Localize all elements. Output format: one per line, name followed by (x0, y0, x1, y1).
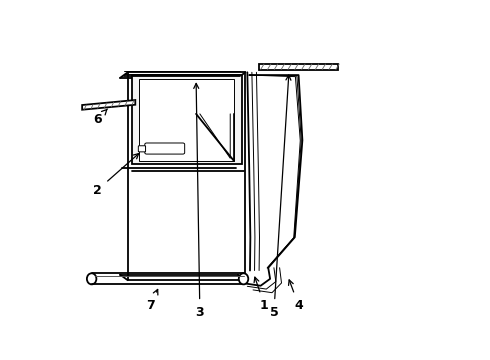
Polygon shape (82, 100, 135, 110)
Text: 2: 2 (93, 154, 139, 197)
Polygon shape (259, 64, 339, 69)
Text: 4: 4 (289, 280, 303, 312)
Polygon shape (128, 72, 245, 280)
Polygon shape (131, 75, 242, 164)
Text: 7: 7 (146, 289, 158, 312)
Ellipse shape (239, 273, 248, 284)
Ellipse shape (87, 273, 97, 284)
Text: 6: 6 (93, 109, 107, 126)
Polygon shape (139, 79, 234, 161)
FancyBboxPatch shape (145, 143, 185, 154)
Text: 3: 3 (194, 84, 204, 319)
Text: 1: 1 (254, 277, 269, 312)
FancyBboxPatch shape (138, 146, 146, 152)
Text: 5: 5 (270, 75, 291, 319)
